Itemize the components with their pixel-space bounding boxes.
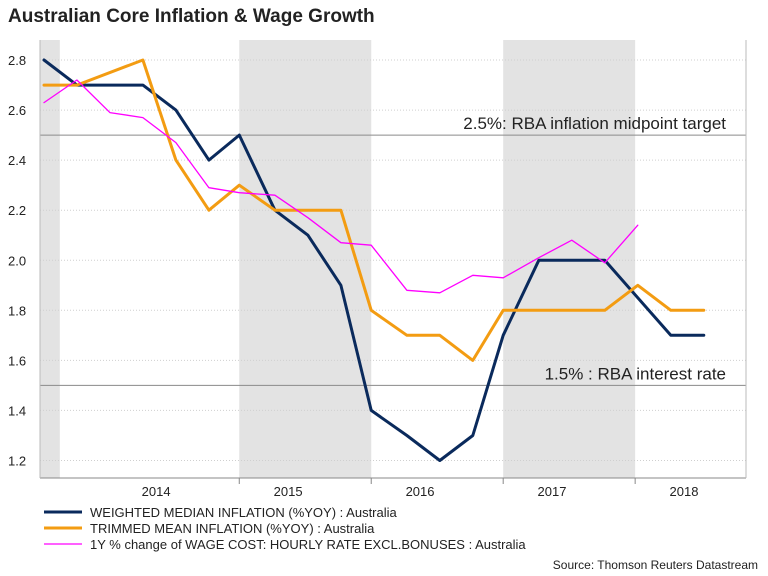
shaded-period-1	[40, 40, 60, 478]
legend-group: WEIGHTED MEDIAN INFLATION (%YOY) : Austr…	[44, 505, 526, 552]
series-line-1	[42, 58, 706, 462]
reference-line-label-2: 1.5% : RBA interest rate	[545, 364, 726, 383]
y-tick-label: 2.8	[8, 53, 26, 68]
x-tick-label: 2014	[142, 484, 171, 499]
legend-label-3: 1Y % change of WAGE COST: HOURLY RATE EX…	[90, 537, 526, 552]
series-group	[42, 58, 706, 462]
shaded-period-2	[239, 40, 372, 478]
series-line-3	[43, 79, 639, 294]
x-tick-label: 2016	[406, 484, 435, 499]
legend-label-1: WEIGHTED MEDIAN INFLATION (%YOY) : Austr…	[90, 505, 398, 520]
y-tick-label: 2.4	[8, 153, 26, 168]
legend-label-2: TRIMMED MEAN INFLATION (%YOY) : Australi…	[90, 521, 375, 536]
chart-title: Australian Core Inflation & Wage Growth	[8, 6, 375, 27]
reference-line-label-1: 2.5%: RBA inflation midpoint target	[463, 114, 726, 133]
y-tick-label: 1.8	[8, 303, 26, 318]
y-tick-label: 2.0	[8, 253, 26, 268]
y-tick-label: 2.6	[8, 103, 26, 118]
x-tick-label: 2017	[538, 484, 567, 499]
y-tick-label: 1.6	[8, 353, 26, 368]
gridlines-group	[40, 59, 746, 461]
x-tick-label: 2015	[274, 484, 303, 499]
recession-shading-group	[40, 40, 636, 478]
y-tick-label: 1.2	[8, 453, 26, 468]
source-note: Source: Thomson Reuters Datastream	[552, 558, 758, 572]
reference-lines-group: 2.5%: RBA inflation midpoint target 1.5% …	[40, 114, 746, 386]
axes-group: 1.2 1.4 1.6 1.8 2.0 2.2 2.4 2.6 2.8 2014 2015 2016 2…	[8, 40, 747, 499]
x-tick-label: 2018	[670, 484, 699, 499]
y-tick-label: 2.2	[8, 203, 26, 218]
y-tick-label: 1.4	[8, 403, 26, 418]
series-line-2	[42, 58, 706, 362]
